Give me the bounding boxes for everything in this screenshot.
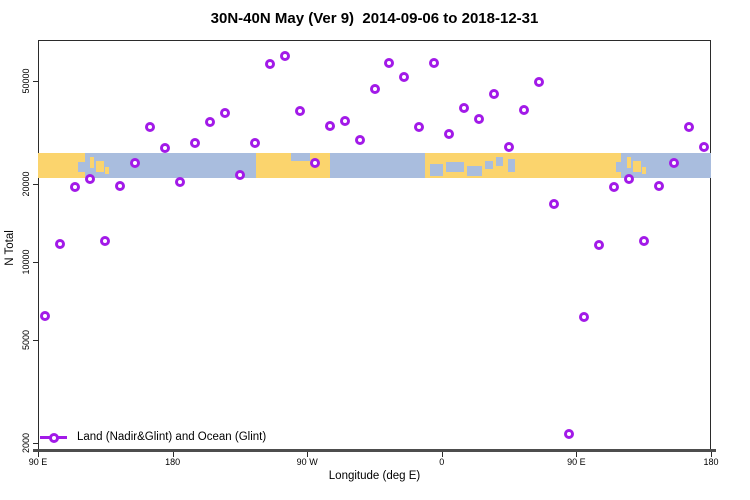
data-point <box>653 180 664 191</box>
data-point <box>683 122 694 133</box>
x-axis-title: Longitude (deg E) <box>328 470 421 482</box>
legend-marker-icon <box>48 432 59 443</box>
data-point <box>279 50 290 61</box>
data-point <box>70 182 81 193</box>
data-point <box>160 142 171 153</box>
data-point <box>130 157 141 168</box>
x-tick <box>307 452 309 457</box>
y-tick-label: 5000 <box>21 329 31 350</box>
data-point <box>234 169 245 180</box>
data-point <box>145 122 156 133</box>
y-tick <box>33 80 38 82</box>
data-point <box>638 236 649 247</box>
y-tick-label: 2000 <box>21 433 31 454</box>
x-tick-label: 180 <box>165 457 181 467</box>
data-point <box>593 240 604 251</box>
y-tick-label: 50000 <box>21 68 31 94</box>
y-tick <box>33 262 38 263</box>
data-point <box>563 428 574 439</box>
data-point <box>399 72 410 83</box>
y-tick-label: 20000 <box>21 171 31 197</box>
data-point <box>204 117 215 128</box>
data-point <box>115 180 126 191</box>
x-tick-label: 0 <box>439 457 445 467</box>
sea-patch <box>290 153 311 161</box>
island-patch <box>642 166 646 175</box>
data-point <box>249 138 260 149</box>
y-axis-title: N Total <box>4 230 16 266</box>
sea-patch <box>429 164 444 176</box>
data-point <box>40 311 51 322</box>
x-tick <box>172 452 174 457</box>
data-point <box>474 114 485 125</box>
data-point <box>429 57 440 68</box>
data-point <box>264 59 275 70</box>
sea-patch <box>495 156 504 166</box>
data-point <box>444 129 455 139</box>
x-tick-label: 90 E <box>567 457 586 467</box>
data-point <box>339 116 350 127</box>
data-point <box>519 105 530 116</box>
y-tick <box>33 184 38 186</box>
data-point <box>85 173 96 184</box>
data-point <box>354 134 365 145</box>
sea-patch <box>467 165 483 176</box>
x-tick <box>576 452 578 457</box>
data-point <box>384 58 395 69</box>
data-point <box>698 141 709 152</box>
data-point <box>459 103 470 114</box>
data-point <box>414 122 425 133</box>
x-tick <box>711 452 712 457</box>
island-patch <box>633 160 641 172</box>
data-point <box>608 181 619 192</box>
y-tick-label: 10000 <box>21 249 31 275</box>
data-point <box>548 198 559 209</box>
sea-patch <box>616 161 622 172</box>
data-point <box>623 173 634 184</box>
land-ocean-map-band <box>38 153 711 178</box>
data-point <box>55 239 66 250</box>
data-point <box>219 108 230 119</box>
plot-area <box>38 40 711 451</box>
sea-patch <box>507 159 516 172</box>
x-tick <box>441 452 443 457</box>
island-patch <box>89 156 95 168</box>
data-point <box>309 157 320 168</box>
data-point <box>504 141 515 152</box>
x-tick <box>38 452 39 457</box>
sea-patch <box>485 160 493 170</box>
y-tick <box>33 339 38 341</box>
x-tick-label: 90 W <box>296 457 318 467</box>
island-patch <box>96 160 104 172</box>
data-point <box>668 157 679 168</box>
island-patch <box>105 166 110 175</box>
sea-patch <box>446 161 465 172</box>
data-point <box>489 89 500 100</box>
data-point <box>190 138 201 149</box>
chart-title: 30N-40N May (Ver 9) 2014-09-06 to 2018-1… <box>210 10 539 27</box>
sea-patch <box>77 161 86 172</box>
x-tick-label: 90 E <box>28 457 48 467</box>
data-point <box>578 312 589 323</box>
data-point <box>175 176 186 187</box>
data-point <box>324 121 335 131</box>
island-patch <box>627 156 631 168</box>
y-tick <box>33 443 38 445</box>
data-point <box>534 77 544 88</box>
legend-label: Land (Nadir&Glint) and Ocean (Glint) <box>77 431 267 443</box>
data-point <box>369 84 380 95</box>
data-point <box>100 236 111 247</box>
x-tick-label: 180 <box>703 457 719 467</box>
x-axis-line <box>33 449 716 452</box>
data-point <box>294 106 305 117</box>
land-segment <box>38 153 86 178</box>
